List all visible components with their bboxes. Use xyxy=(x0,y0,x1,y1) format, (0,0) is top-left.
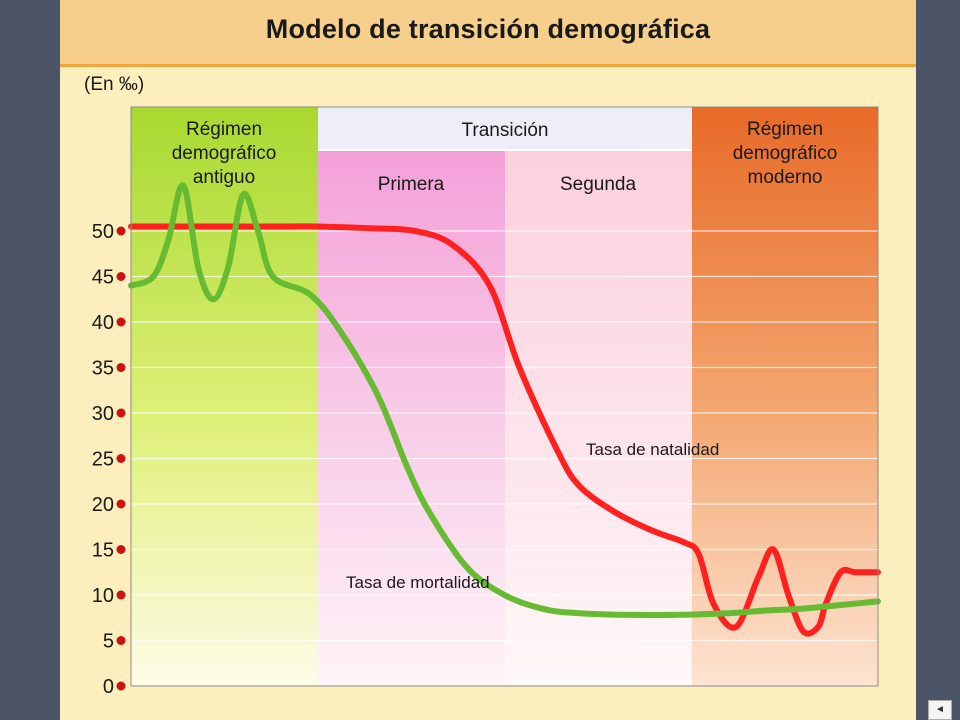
y-tick-dot-25 xyxy=(116,454,126,463)
stage-label-3-line-1: Segunda xyxy=(560,174,637,195)
unit-label: (En ‰) xyxy=(84,74,145,95)
y-tick-dot-15 xyxy=(116,545,126,554)
transicion-header-band xyxy=(318,107,692,150)
chart-title: Modelo de transición demográfica xyxy=(265,14,711,44)
stage-label-1-line-2: demográfico xyxy=(172,143,277,164)
plot-frame xyxy=(130,106,879,687)
stage-band-4 xyxy=(692,107,878,686)
left-margin xyxy=(0,0,60,720)
stage-label-4-line-2: demográfico xyxy=(733,143,838,164)
y-tick-dot-30 xyxy=(116,408,126,418)
stage-label-4-line-1: Régimen xyxy=(747,119,823,140)
y-tick-label-10: 10 xyxy=(92,585,114,607)
transicion-label: Transición xyxy=(462,120,549,141)
title-band xyxy=(60,0,916,67)
y-tick-label-20: 20 xyxy=(92,494,114,516)
stage-label-1-line-3: antiguo xyxy=(193,167,255,188)
y-tick-label-5: 5 xyxy=(103,631,114,653)
previous-slide-button[interactable]: ◄ xyxy=(928,700,952,720)
y-tick-dot-20 xyxy=(116,499,126,509)
y-tick-dot-35 xyxy=(116,363,126,372)
y-tick-label-0: 0 xyxy=(103,676,114,698)
y-tick-dot-50 xyxy=(116,226,126,236)
y-tick-label-15: 15 xyxy=(92,540,114,562)
stage-label-2-line-1: Primera xyxy=(378,174,445,195)
stage-label-1-line-1: Régimen xyxy=(186,119,262,140)
stage-band-2 xyxy=(318,150,505,686)
y-tick-label-25: 25 xyxy=(92,449,114,471)
y-tick-dot-5 xyxy=(116,636,126,645)
y-tick-dot-45 xyxy=(116,272,126,281)
y-tick-label-35: 35 xyxy=(92,358,114,380)
y-tick-label-40: 40 xyxy=(92,312,114,334)
birth-rate-label: Tasa de natalidad xyxy=(586,440,719,459)
birth-rate-line xyxy=(128,223,881,637)
y-tick-label-30: 30 xyxy=(92,403,114,425)
death-rate-label: Tasa de mortalidad xyxy=(346,573,490,592)
y-tick-dot-0 xyxy=(116,681,126,691)
stage-label-4-line-3: moderno xyxy=(748,167,823,188)
death-rate-line xyxy=(128,182,881,618)
right-margin xyxy=(916,0,960,720)
stage-band-3 xyxy=(505,150,692,686)
stage-band-1 xyxy=(131,107,318,686)
y-tick-dot-40 xyxy=(116,317,126,327)
y-tick-dot-10 xyxy=(116,590,126,600)
y-tick-label-50: 50 xyxy=(92,221,114,243)
y-tick-label-45: 45 xyxy=(92,267,114,289)
